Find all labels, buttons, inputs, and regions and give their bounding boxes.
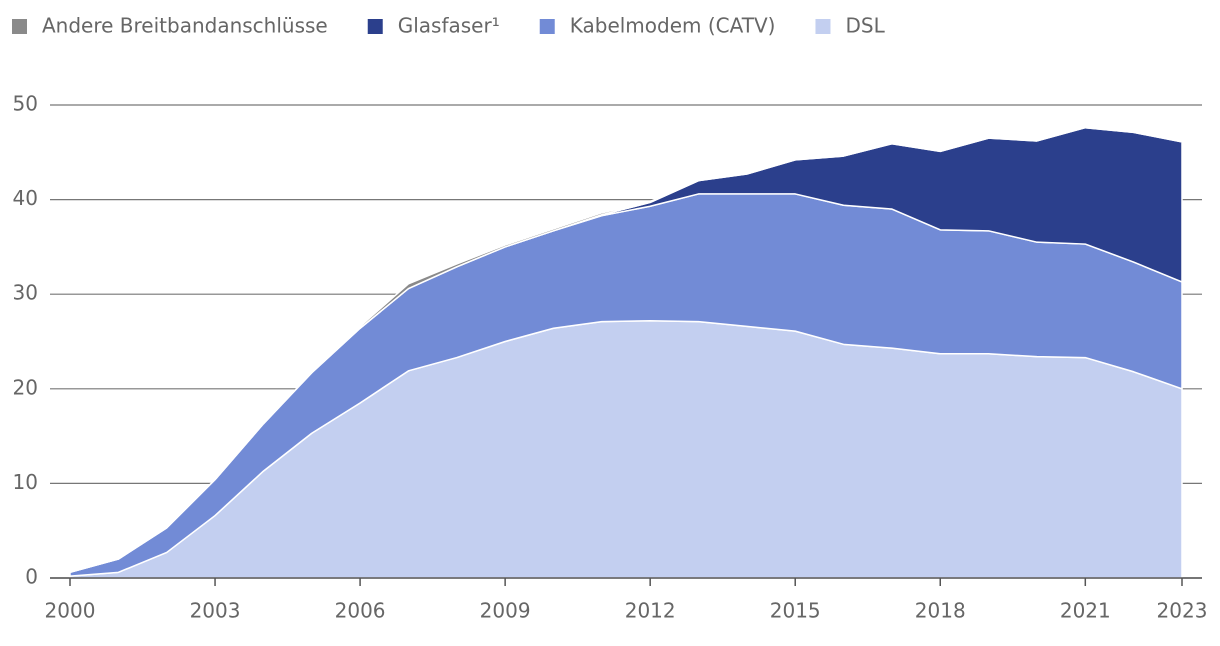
x-tick-label: 2012 (625, 599, 676, 623)
x-tick-label: 2006 (335, 599, 386, 623)
y-tick-label: 10 (13, 470, 38, 494)
y-tick-label: 50 (13, 92, 38, 116)
x-tick-label: 2009 (480, 599, 531, 623)
legend-swatch (367, 19, 383, 34)
y-tick-label: 0 (25, 565, 38, 589)
x-tick-label: 2021 (1060, 599, 1111, 623)
area (69, 126, 1183, 574)
x-tick-label: 2000 (45, 599, 96, 623)
legend-label: Glasfaser¹ (398, 14, 500, 38)
x-tick-label: 2003 (190, 599, 241, 623)
legend-swatch (539, 19, 555, 34)
y-tick-label: 40 (13, 186, 38, 210)
legend-label: Andere Breitbandanschlüsse (42, 14, 328, 38)
legend-swatch (12, 19, 27, 34)
legend-swatch (815, 19, 831, 34)
x-tick-label: 2018 (915, 599, 966, 623)
x-tick-label: 2023 (1157, 599, 1208, 623)
y-tick-label: 20 (13, 375, 38, 399)
area (69, 319, 1183, 579)
x-tick-label: 2015 (770, 599, 821, 623)
legend-label: DSL (845, 14, 885, 38)
y-tick-label: 30 (13, 281, 38, 305)
legend-label: Kabelmodem (CATV) (570, 14, 776, 38)
